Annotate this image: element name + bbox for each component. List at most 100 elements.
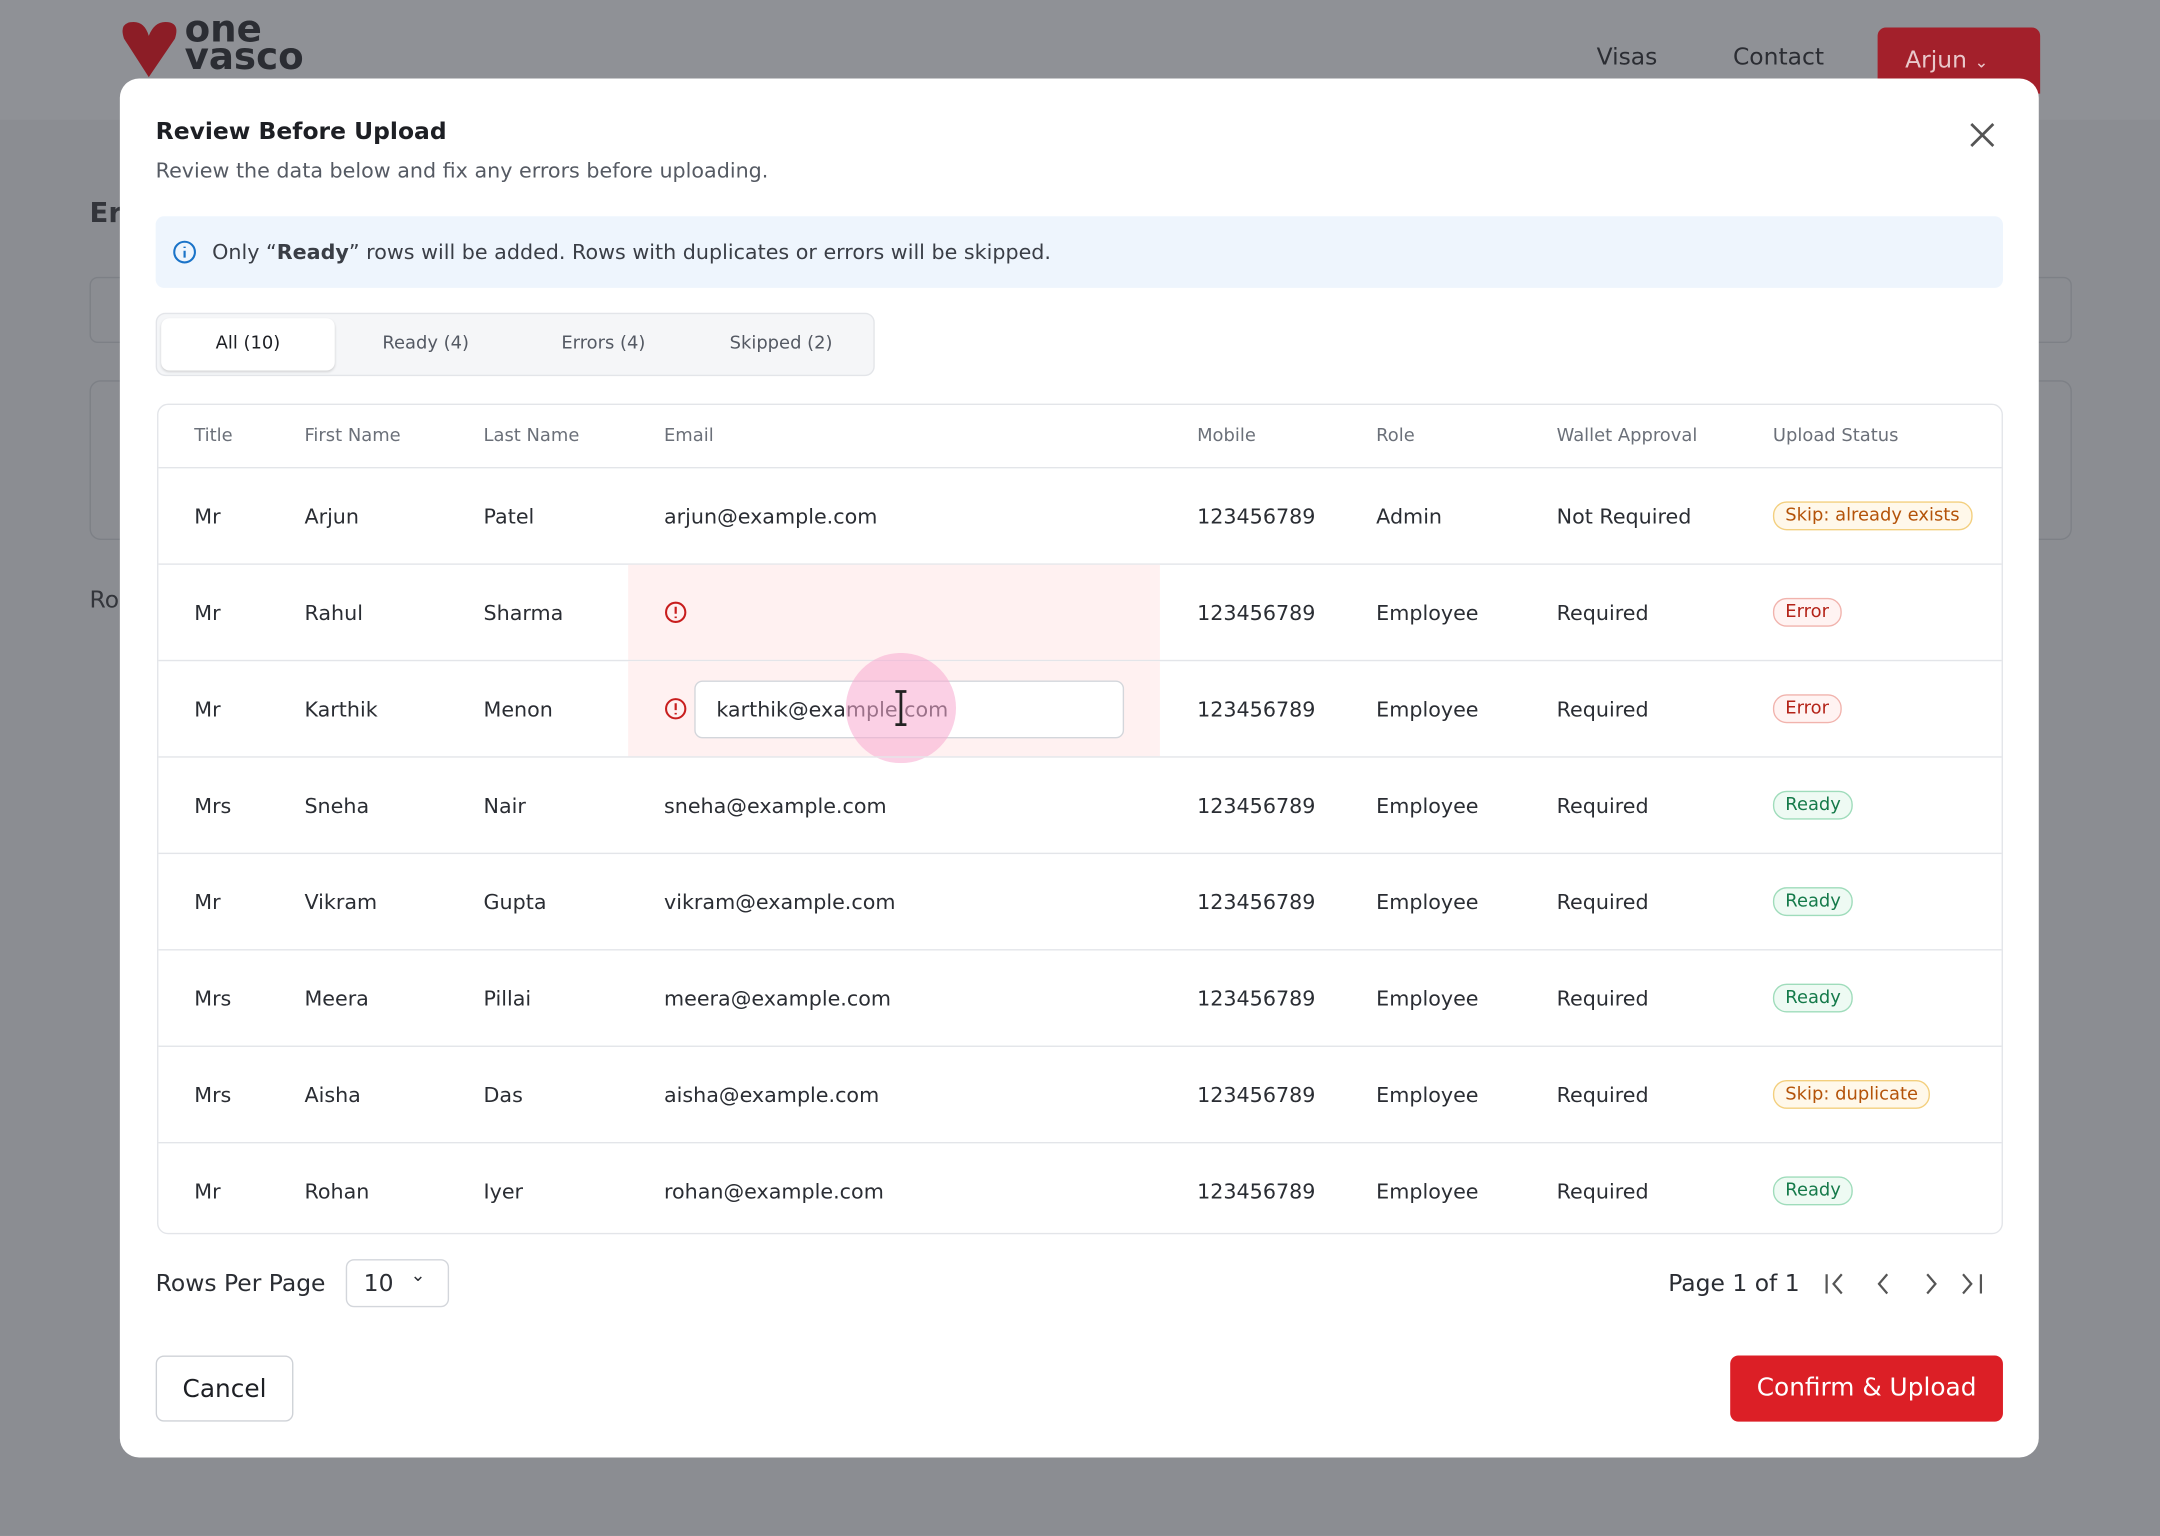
table-cell: Employee bbox=[1376, 1082, 1479, 1108]
column-header: Title bbox=[194, 425, 233, 447]
modal-subtitle: Review the data below and fix any errors… bbox=[155, 158, 769, 184]
table-cell: Mrs bbox=[194, 986, 232, 1012]
table-cell: 123456789 bbox=[1197, 697, 1316, 722]
table: Title First Name Last Name Email Mobile Role W… bbox=[157, 403, 2003, 1235]
table-cell: Das bbox=[483, 1082, 523, 1108]
table-cell: Not Required bbox=[1556, 504, 1692, 529]
table-cell: 123456789 bbox=[1197, 1179, 1316, 1204]
notice: Only “Ready” rows will be added. Rows wi… bbox=[155, 216, 2003, 288]
table-cell: Mrs bbox=[194, 1082, 232, 1108]
table-cell: Employee bbox=[1376, 1179, 1479, 1204]
logo-word: one bbox=[184, 8, 262, 51]
table-cell: Meera bbox=[304, 986, 369, 1012]
table-cell: Mr bbox=[194, 697, 221, 722]
table-cell: Mr bbox=[194, 1179, 221, 1204]
table-cell: Required bbox=[1556, 986, 1649, 1012]
column-header: Wallet Approval bbox=[1556, 425, 1698, 447]
table-cell: Karthik bbox=[304, 697, 378, 722]
column-header: Upload Status bbox=[1772, 425, 1899, 447]
table-cell: Nair bbox=[483, 793, 526, 819]
close-button[interactable] bbox=[1967, 120, 1997, 150]
cancel-button[interactable]: Cancel bbox=[155, 1355, 294, 1422]
status-badge: Error bbox=[1772, 597, 1842, 627]
table-cell: 123456789 bbox=[1197, 1082, 1316, 1108]
table-cell: meera@example.com bbox=[663, 986, 891, 1012]
logo-text: one vasco bbox=[184, 8, 304, 79]
last-page[interactable] bbox=[1962, 1273, 1983, 1295]
logo-word: vasco bbox=[184, 35, 304, 79]
nav-link[interactable]: Contact bbox=[1732, 44, 1825, 72]
table-row: Mr Rohan Iyer rohan@example.com 123456789 Emp… bbox=[158, 1141, 2002, 1233]
table-cell: Employee bbox=[1376, 793, 1479, 819]
table-row: Mrs Meera Pillai meera@example.com 123456789… bbox=[158, 949, 2002, 1047]
status-badge: Error bbox=[1772, 694, 1842, 724]
column-header: Last Name bbox=[483, 425, 580, 447]
error-icon bbox=[664, 601, 687, 624]
table-cell: 123456789 bbox=[1197, 986, 1316, 1012]
table-cell: Menon bbox=[483, 697, 553, 722]
table-cell: aisha@example.com bbox=[663, 1082, 880, 1108]
confirm-button[interactable]: Confirm & Upload bbox=[1730, 1355, 2003, 1422]
table-cell: Required bbox=[1556, 1179, 1649, 1204]
user-name: Arjun bbox=[1905, 46, 1967, 75]
table-cell: rohan@example.com bbox=[663, 1179, 884, 1204]
table-cell: Pillai bbox=[483, 986, 532, 1012]
table-cell: Arjun bbox=[304, 504, 360, 529]
modal bbox=[119, 78, 2039, 1458]
bg-text: Ro bbox=[89, 586, 120, 615]
first-page[interactable] bbox=[1825, 1273, 1843, 1295]
modal-title: Review Before Upload bbox=[155, 118, 447, 147]
error-icon bbox=[664, 697, 687, 720]
tab[interactable]: Errors (4) bbox=[561, 333, 646, 355]
info-icon bbox=[173, 240, 196, 264]
table-cell: Required bbox=[1556, 889, 1649, 915]
table-row: Mr Vikram Gupta vikram@example.com 123456789… bbox=[158, 852, 2002, 951]
prev-page[interactable] bbox=[1877, 1273, 1889, 1295]
cursor bbox=[845, 652, 957, 764]
table-cell: Vikram bbox=[304, 889, 378, 915]
table-cell: arjun@example.com bbox=[663, 504, 878, 529]
table-cell: Required bbox=[1556, 697, 1649, 722]
table-cell: Sneha bbox=[304, 793, 370, 819]
column-header: Mobile bbox=[1197, 425, 1256, 447]
pager bbox=[1825, 1273, 1983, 1295]
table-cell: Employee bbox=[1376, 600, 1479, 626]
table-cell: sneha@example.com bbox=[663, 793, 887, 819]
table-row: Mr Rahul Sharma 123456789 Employee Required Er… bbox=[158, 563, 2002, 661]
table-cell: vikram@example.com bbox=[663, 889, 896, 915]
table-cell: Sharma bbox=[483, 600, 564, 626]
column-header: Role bbox=[1376, 425, 1415, 447]
table-cell: Required bbox=[1556, 600, 1649, 626]
notice-part: Ready bbox=[276, 239, 349, 265]
table-row: Mrs Aisha Das aisha@example.com 123456789 Emp… bbox=[158, 1045, 2002, 1144]
logo-mark bbox=[122, 22, 177, 78]
tab[interactable]: Skipped (2) bbox=[729, 333, 833, 355]
nav-link[interactable]: Visas bbox=[1596, 44, 1658, 72]
table-cell: Mr bbox=[194, 504, 221, 529]
table-cell: 123456789 bbox=[1197, 504, 1316, 529]
rows-per-page-label: Rows Per Page bbox=[155, 1270, 326, 1298]
status-badge: Ready bbox=[1772, 1176, 1854, 1206]
status-badge: Ready bbox=[1772, 887, 1854, 917]
status-badge: Skip: duplicate bbox=[1772, 1079, 1931, 1109]
table-cell: Gupta bbox=[483, 889, 547, 915]
table-cell: Aisha bbox=[304, 1082, 361, 1108]
table-cell: Employee bbox=[1376, 697, 1479, 722]
status-badge: Ready bbox=[1772, 790, 1854, 820]
tab[interactable]: Ready (4) bbox=[382, 333, 469, 355]
tab[interactable]: All (10) bbox=[161, 318, 335, 371]
table-cell: Required bbox=[1556, 793, 1649, 819]
table-cell: Admin bbox=[1376, 504, 1443, 529]
next-page[interactable] bbox=[1926, 1273, 1937, 1295]
table-cell: Employee bbox=[1376, 889, 1479, 915]
column-header: Email bbox=[663, 425, 714, 447]
table-cell: 123456789 bbox=[1197, 600, 1316, 626]
rows-per-page-select[interactable]: 10 ⌄ bbox=[345, 1259, 450, 1308]
bg-text: Er bbox=[89, 195, 122, 229]
table-cell: Patel bbox=[483, 504, 535, 529]
tabs: All (10) Ready (4) Errors (4) Skipped (2) bbox=[155, 312, 875, 377]
table-cell: Iyer bbox=[483, 1179, 524, 1204]
table-cell: Rohan bbox=[304, 1179, 370, 1204]
